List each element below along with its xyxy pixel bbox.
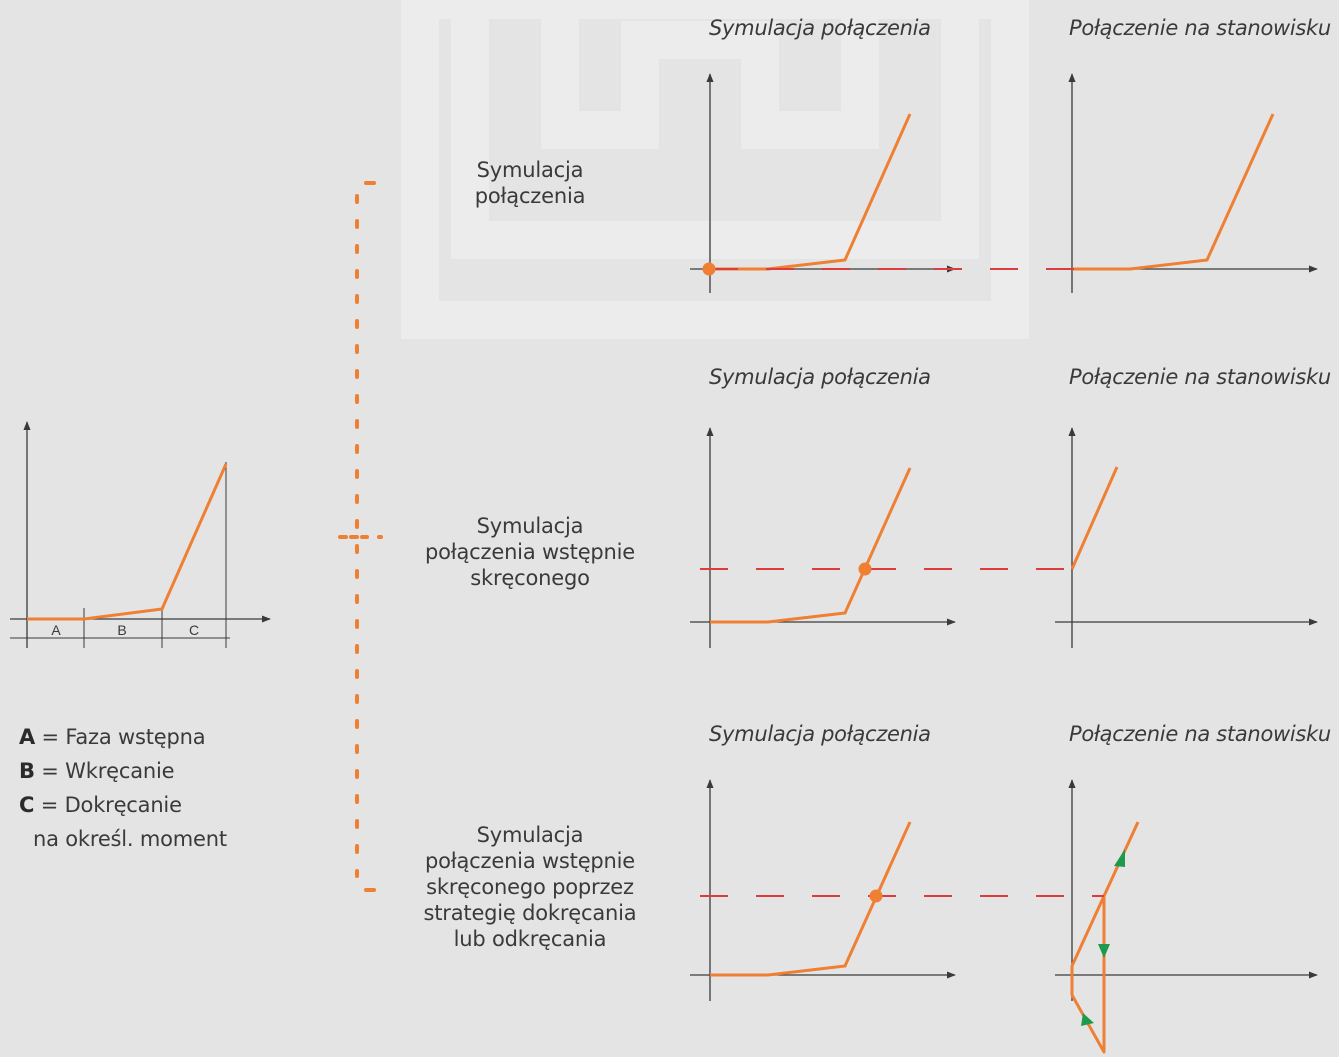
phase-legend: A = Faza wstępna B = Wkręcanie C = Dokrę… [19, 720, 227, 856]
header-bench-row1: Połączenie na stanowisku [1069, 16, 1331, 40]
row2-bench-chart [1055, 427, 1318, 648]
header-simulation-row3: Symulacja połączenia [709, 722, 931, 746]
row3-label-line: Symulacja [476, 823, 584, 847]
row1-label: Symulacja połączenia [400, 157, 660, 209]
row2-simulation-curve [710, 467, 912, 624]
row1-bench-curve [1072, 113, 1275, 271]
row2-simulation-chart [690, 427, 956, 648]
row3-arrow-up-lower [1081, 1013, 1094, 1026]
row3-simulation-chart [690, 779, 956, 1001]
phase-chart-curve [27, 463, 228, 621]
row3-label-line: skręconego poprzez [426, 875, 634, 899]
header-simulation-row2: Symulacja połączenia [709, 365, 931, 389]
row3-bench-curve [1070, 821, 1140, 1054]
row3-label-line: połączenia wstępnie [424, 849, 636, 873]
row1-bench-chart [1055, 73, 1318, 293]
row2-label-line: połączenia wstępnie [424, 540, 636, 564]
row1-simulation-chart [690, 73, 956, 293]
row2-label: Symulacja połączenia wstępnie skręconego [400, 513, 660, 591]
row3-label: Symulacja połączenia wstępnie skręconego… [400, 822, 660, 952]
header-bench-row3: Połączenie na stanowisku [1069, 722, 1331, 746]
row1-simulation-curve [710, 113, 912, 271]
row2-pretightened-point [858, 562, 872, 576]
row1-label-line: Symulacja [476, 158, 584, 182]
legend-text: = Dokręcanie [40, 793, 182, 817]
row3-arrow-down [1098, 944, 1110, 958]
row3-arrow-up-upper [1114, 849, 1125, 867]
row3-bench-chart [1055, 779, 1318, 1054]
legend-item-a: A = Faza wstępna [19, 720, 227, 754]
row2-label-line: Symulacja [476, 514, 584, 538]
row1-label-line: połączenia [474, 184, 586, 208]
bracket [338, 181, 383, 892]
phase-chart-axes [10, 421, 271, 648]
legend-key: C [19, 793, 35, 817]
row2-label-line: skręconego [470, 566, 590, 590]
legend-item-c: C = Dokręcanie [19, 788, 227, 822]
legend-item-b: B = Wkręcanie [19, 754, 227, 788]
phase-a-label: A [51, 622, 61, 638]
phase-chart: A B C [10, 421, 271, 648]
row3-pretightened-point [869, 889, 883, 903]
row3-label-line: strategię dokręcania [423, 901, 637, 925]
legend-key: B [19, 759, 35, 783]
legend-item-c-continuation: na określ. moment [33, 827, 227, 851]
row2-bench-curve [1070, 466, 1119, 570]
row1-start-point [702, 262, 716, 276]
header-simulation-row1: Symulacja połączenia [709, 16, 931, 40]
legend-text: = Wkręcanie [41, 759, 175, 783]
legend-text: = Faza wstępna [41, 725, 206, 749]
row3-label-line: lub odkręcania [453, 927, 607, 951]
phase-b-label: B [117, 622, 126, 638]
header-bench-row2: Połączenie na stanowisku [1069, 365, 1331, 389]
legend-key: A [19, 725, 36, 749]
phase-c-label: C [189, 622, 199, 638]
